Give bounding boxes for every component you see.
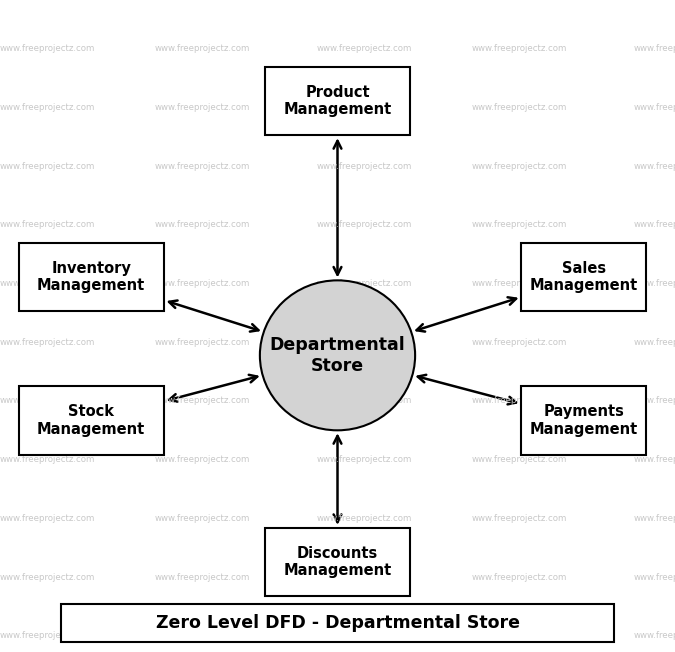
Text: www.freeprojectz.com: www.freeprojectz.com bbox=[317, 338, 412, 347]
Text: www.freeprojectz.com: www.freeprojectz.com bbox=[317, 220, 412, 230]
Text: Sales
Management: Sales Management bbox=[530, 261, 638, 293]
Text: www.freeprojectz.com: www.freeprojectz.com bbox=[155, 103, 250, 112]
FancyBboxPatch shape bbox=[265, 528, 410, 596]
Text: Departmental
Store: Departmental Store bbox=[269, 336, 406, 375]
Text: www.freeprojectz.com: www.freeprojectz.com bbox=[0, 103, 95, 112]
Text: www.freeprojectz.com: www.freeprojectz.com bbox=[155, 338, 250, 347]
Text: Product
Management: Product Management bbox=[284, 85, 392, 117]
FancyBboxPatch shape bbox=[521, 243, 646, 312]
Text: www.freeprojectz.com: www.freeprojectz.com bbox=[0, 279, 95, 288]
Text: www.freeprojectz.com: www.freeprojectz.com bbox=[0, 396, 95, 406]
Text: www.freeprojectz.com: www.freeprojectz.com bbox=[155, 455, 250, 464]
Text: www.freeprojectz.com: www.freeprojectz.com bbox=[472, 162, 568, 171]
FancyBboxPatch shape bbox=[61, 604, 614, 642]
FancyBboxPatch shape bbox=[19, 243, 163, 312]
Text: www.freeprojectz.com: www.freeprojectz.com bbox=[155, 279, 250, 288]
Text: www.freeprojectz.com: www.freeprojectz.com bbox=[317, 396, 412, 406]
Text: www.freeprojectz.com: www.freeprojectz.com bbox=[472, 396, 568, 406]
Text: www.freeprojectz.com: www.freeprojectz.com bbox=[634, 162, 675, 171]
FancyBboxPatch shape bbox=[265, 67, 410, 135]
Text: Zero Level DFD - Departmental Store: Zero Level DFD - Departmental Store bbox=[155, 614, 520, 632]
FancyBboxPatch shape bbox=[19, 386, 163, 455]
Text: www.freeprojectz.com: www.freeprojectz.com bbox=[317, 279, 412, 288]
Text: www.freeprojectz.com: www.freeprojectz.com bbox=[472, 279, 568, 288]
Text: www.freeprojectz.com: www.freeprojectz.com bbox=[472, 338, 568, 347]
Text: www.freeprojectz.com: www.freeprojectz.com bbox=[634, 220, 675, 230]
Text: www.freeprojectz.com: www.freeprojectz.com bbox=[155, 44, 250, 53]
Text: www.freeprojectz.com: www.freeprojectz.com bbox=[317, 44, 412, 53]
Text: www.freeprojectz.com: www.freeprojectz.com bbox=[472, 455, 568, 464]
Circle shape bbox=[260, 280, 415, 430]
Text: Stock
Management: Stock Management bbox=[37, 404, 145, 437]
Text: www.freeprojectz.com: www.freeprojectz.com bbox=[0, 44, 95, 53]
Text: www.freeprojectz.com: www.freeprojectz.com bbox=[317, 572, 412, 582]
Text: www.freeprojectz.com: www.freeprojectz.com bbox=[472, 631, 568, 640]
Text: www.freeprojectz.com: www.freeprojectz.com bbox=[317, 631, 412, 640]
Text: www.freeprojectz.com: www.freeprojectz.com bbox=[0, 220, 95, 230]
Text: Inventory
Management: Inventory Management bbox=[37, 261, 145, 293]
Text: www.freeprojectz.com: www.freeprojectz.com bbox=[155, 162, 250, 171]
Text: www.freeprojectz.com: www.freeprojectz.com bbox=[0, 514, 95, 523]
Text: www.freeprojectz.com: www.freeprojectz.com bbox=[155, 514, 250, 523]
Text: Discounts
Management: Discounts Management bbox=[284, 546, 392, 578]
Text: www.freeprojectz.com: www.freeprojectz.com bbox=[472, 44, 568, 53]
Text: www.freeprojectz.com: www.freeprojectz.com bbox=[155, 631, 250, 640]
Text: www.freeprojectz.com: www.freeprojectz.com bbox=[155, 572, 250, 582]
Text: www.freeprojectz.com: www.freeprojectz.com bbox=[634, 279, 675, 288]
Text: www.freeprojectz.com: www.freeprojectz.com bbox=[317, 162, 412, 171]
Text: www.freeprojectz.com: www.freeprojectz.com bbox=[472, 514, 568, 523]
Text: www.freeprojectz.com: www.freeprojectz.com bbox=[634, 514, 675, 523]
Text: www.freeprojectz.com: www.freeprojectz.com bbox=[155, 396, 250, 406]
Text: www.freeprojectz.com: www.freeprojectz.com bbox=[634, 455, 675, 464]
Text: www.freeprojectz.com: www.freeprojectz.com bbox=[317, 514, 412, 523]
Text: www.freeprojectz.com: www.freeprojectz.com bbox=[0, 338, 95, 347]
Text: www.freeprojectz.com: www.freeprojectz.com bbox=[0, 572, 95, 582]
Text: www.freeprojectz.com: www.freeprojectz.com bbox=[0, 162, 95, 171]
Text: www.freeprojectz.com: www.freeprojectz.com bbox=[634, 396, 675, 406]
Text: www.freeprojectz.com: www.freeprojectz.com bbox=[0, 631, 95, 640]
Text: www.freeprojectz.com: www.freeprojectz.com bbox=[634, 103, 675, 112]
Text: www.freeprojectz.com: www.freeprojectz.com bbox=[634, 631, 675, 640]
Text: www.freeprojectz.com: www.freeprojectz.com bbox=[472, 103, 568, 112]
Text: www.freeprojectz.com: www.freeprojectz.com bbox=[634, 338, 675, 347]
Text: www.freeprojectz.com: www.freeprojectz.com bbox=[317, 103, 412, 112]
Text: www.freeprojectz.com: www.freeprojectz.com bbox=[634, 572, 675, 582]
Text: www.freeprojectz.com: www.freeprojectz.com bbox=[155, 220, 250, 230]
Text: www.freeprojectz.com: www.freeprojectz.com bbox=[634, 44, 675, 53]
Text: www.freeprojectz.com: www.freeprojectz.com bbox=[472, 572, 568, 582]
Text: www.freeprojectz.com: www.freeprojectz.com bbox=[317, 455, 412, 464]
Text: www.freeprojectz.com: www.freeprojectz.com bbox=[0, 455, 95, 464]
Text: Payments
Management: Payments Management bbox=[530, 404, 638, 437]
FancyBboxPatch shape bbox=[521, 386, 646, 455]
Text: www.freeprojectz.com: www.freeprojectz.com bbox=[472, 220, 568, 230]
